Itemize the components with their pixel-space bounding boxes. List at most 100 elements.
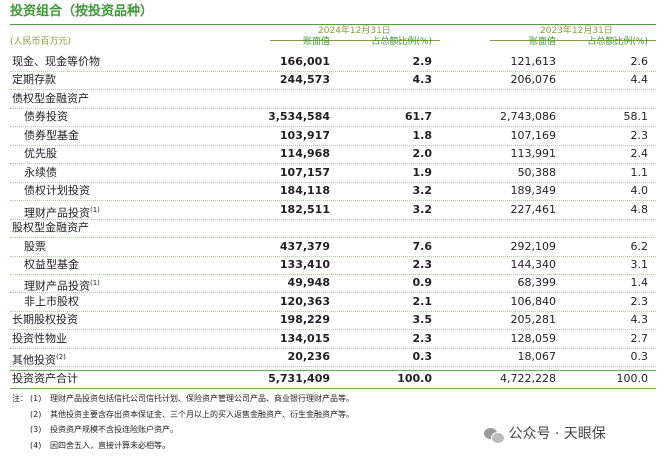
cell: 2.1 [412,294,433,308]
cell: 0.3 [630,350,649,364]
row-label: 现金、现金等价物 [12,55,100,68]
cell: 107,157 [279,165,330,179]
cell: 2.3 [412,257,433,271]
rule [10,237,656,239]
row-label: 债券型基金 [24,128,79,142]
row-label: 债券投资 [24,110,68,124]
cell: 1.8 [412,128,433,142]
note-marker: (2) [30,409,42,419]
cell: 2.4 [630,147,649,161]
cell: 166,001 [279,55,330,68]
rule [10,369,656,371]
cell: 50,388 [517,165,557,179]
cell: 182,511 [279,202,330,216]
cell: 198,229 [279,313,330,327]
rule [10,310,656,312]
row-label: 永续债 [24,165,57,179]
row-label: 非上市股权 [24,294,79,308]
cell: 3.5 [412,313,433,327]
note-text: 因四舍五入，直接计算未必相等。 [50,440,170,450]
rule [10,181,656,183]
cell: 2.3 [630,294,649,308]
cell: 121,613 [510,55,557,68]
cell: 206,076 [510,73,557,87]
cell: 1.1 [630,165,649,179]
cell: 100.0 [397,371,432,385]
cell: 184,118 [279,184,330,198]
row-label: 投资性物业 [12,331,67,345]
rule [10,273,656,275]
cell: 114,968 [279,147,330,161]
row-label: 股权型金融资产 [12,221,89,235]
note-marker: (1) [90,279,100,288]
rule [10,218,656,220]
rule [10,144,656,146]
row-label: 债权型金融资产 [12,91,89,105]
note-marker: (3) [30,425,42,434]
cell: 6.2 [630,239,649,253]
cell: 120,363 [279,294,330,308]
watermark-text: 公众号 · 天眼保 [508,426,606,442]
rule [10,163,656,165]
rule [10,255,656,257]
cell: 2.7 [630,331,649,345]
rule [10,347,656,349]
cell: 103,917 [279,128,330,142]
period: 2023年12月31日 [540,26,613,36]
column-header: 账面值 [302,37,330,47]
unit: (人民币百万元) [10,37,72,47]
cell: 3.1 [630,257,649,271]
cell: 205,281 [510,313,557,327]
cell: 227,461 [510,202,557,216]
cell: 4,722,228 [500,371,556,385]
rule [10,329,656,331]
note-marker: (1) [30,394,42,403]
note-text: 理财产品投资包括信托公司信托计划、保险资产管理公司产品、商业银行理财产品等。 [50,394,354,403]
cell: 49,948 [287,276,330,290]
cell: 18,067 [517,350,557,364]
cell: 292,109 [510,239,557,253]
cell: 3,534,584 [268,110,330,124]
rule [10,71,656,72]
column-header: 占总额比例(%) [587,37,648,47]
row-label: 股票 [24,239,46,253]
cell: 244,573 [279,73,330,87]
cell: 2.9 [412,55,433,68]
cell: 0.9 [412,276,433,290]
cell: 100.0 [616,371,649,385]
cell: 1.4 [630,276,649,290]
cell: 20,236 [287,350,330,364]
row-label: 理财产品投资(1) [24,279,100,294]
rule [10,89,656,91]
cell: 3.2 [412,202,433,216]
cell: 2.0 [412,147,433,161]
cell: 189,349 [510,184,557,198]
cell: 7.6 [412,239,433,253]
cell: 5,731,409 [268,371,330,385]
cell: 0.3 [412,350,433,364]
row-label: 长期股权投资 [12,313,78,327]
cell: 2.3 [630,128,649,142]
cell: 58.1 [623,110,649,124]
row-label: 优先股 [24,147,57,161]
wechat-icon [484,427,505,444]
note-marker: (4) [30,440,42,450]
cell: 437,379 [279,239,330,253]
row-label: 理财产品投资(1) [24,205,100,220]
cell: 4.8 [630,202,649,216]
cell: 2.6 [630,55,649,68]
cell: 2.3 [412,331,433,345]
cell: 106,840 [510,294,557,308]
row-label: 定期存款 [12,73,56,87]
cell: 4.3 [630,313,649,327]
note-marker: (1) [90,205,100,214]
cell: 68,399 [517,276,557,290]
cell: 107,169 [510,128,557,142]
row-label: 投资资产合计 [12,371,78,385]
cell: 61.7 [404,110,432,124]
rule [10,292,656,294]
column-header: 占总额比例(%) [371,37,432,47]
row-label: 债权计划投资 [24,184,90,198]
cell: 2,743,086 [500,110,556,124]
